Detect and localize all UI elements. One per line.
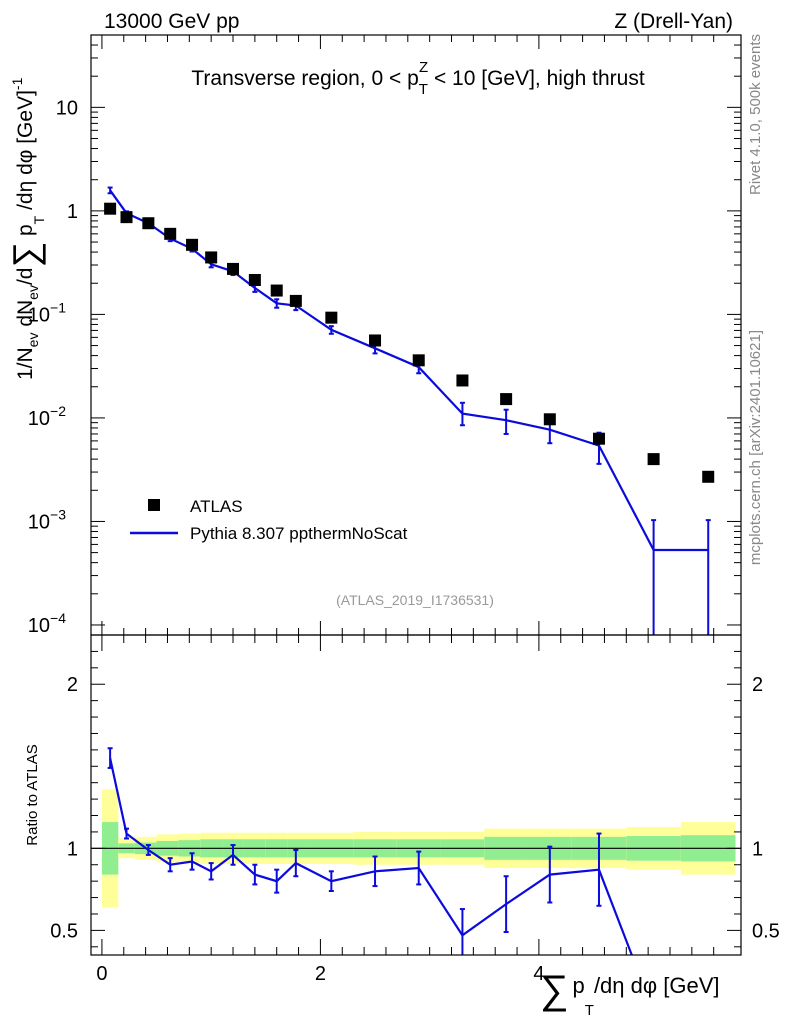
main-y-axis-label-text: 1/Nev dNev/d∑ pT /dη dφ [GeV]-1 bbox=[5, 77, 47, 380]
header-right: Z (Drell-Yan) bbox=[614, 10, 733, 33]
ratio-frame bbox=[90, 634, 742, 956]
x-axis-label-text: ∑ pT/dη dφ [GeV] bbox=[540, 968, 720, 1019]
atlas-data-point bbox=[164, 227, 177, 240]
main-title-suffix: < 10 [GeV], high thrust bbox=[428, 67, 645, 90]
main-y-tick-label: 1 bbox=[67, 201, 78, 223]
main-title-sub: T bbox=[419, 81, 428, 98]
legend-data-label: ATLAS bbox=[190, 497, 243, 516]
ratio-y-tick-label-right: 2 bbox=[752, 674, 763, 696]
header-left: 13000 GeV pp bbox=[104, 10, 239, 33]
ratio-line bbox=[109, 757, 633, 956]
main-y-tick-label: 10 bbox=[56, 97, 78, 119]
ratio-y-tick-label-right: 0.5 bbox=[752, 920, 780, 942]
ratio-panel: 0.5 0.5 1 1 2 2 0 2 4 Ratio to ATLAS ∑ pT/dη dφ [… bbox=[24, 634, 780, 1019]
ratio-y-tick-label-left: 1 bbox=[67, 838, 78, 860]
atlas-data-point bbox=[412, 354, 425, 367]
main-plot-area bbox=[104, 186, 715, 635]
ratio-x-tick-label: 0 bbox=[96, 963, 107, 985]
analysis-tag: (ATLAS_2019_I1736531) bbox=[336, 592, 494, 608]
atlas-data-point bbox=[227, 262, 240, 275]
atlas-data-point bbox=[456, 374, 469, 387]
ratio-x-tick-label: 2 bbox=[315, 963, 326, 985]
mcplots-source-label: mcplots.cern.ch [arXiv:2401.10621] bbox=[747, 330, 764, 565]
x-axis-label: ∑ pT/dη dφ [GeV] bbox=[540, 968, 720, 1019]
atlas-data-point bbox=[186, 238, 199, 251]
main-title: Transverse region, 0 < pTZ < 10 [GeV], h… bbox=[191, 59, 644, 98]
ratio-y-axis-label: Ratio to ATLAS bbox=[24, 744, 41, 845]
main-y-axis-label: 1/Nev dNev/d∑ pT /dη dφ [GeV]-1 bbox=[5, 77, 47, 380]
main-y-tick-label: 10−1 bbox=[28, 299, 66, 326]
main-title-sup: Z bbox=[419, 59, 428, 76]
atlas-data-point bbox=[543, 413, 556, 426]
atlas-data-point bbox=[270, 284, 283, 297]
atlas-data-point bbox=[702, 470, 715, 483]
main-panel: 10−4 10−3 10−2 10−1 1 10 Transverse region, 0… bbox=[5, 34, 742, 637]
atlas-data-point bbox=[325, 311, 338, 324]
atlas-data-point bbox=[369, 334, 382, 347]
atlas-data-point bbox=[104, 202, 117, 215]
atlas-data-point bbox=[248, 273, 261, 286]
atlas-data-point bbox=[142, 217, 155, 230]
legend: ATLAS Pythia 8.307 ppthermNoScat bbox=[130, 497, 408, 543]
legend-data-marker bbox=[148, 499, 160, 511]
legend-mc-label: Pythia 8.307 ppthermNoScat bbox=[190, 524, 408, 543]
ratio-y-tick-label-left: 0.5 bbox=[50, 920, 78, 942]
main-y-ticks: 10−4 10−3 10−2 10−1 1 10 bbox=[28, 34, 741, 637]
atlas-data-point bbox=[120, 211, 133, 224]
ratio-ticks: 0.5 0.5 1 1 2 2 0 2 4 bbox=[50, 635, 780, 985]
atlas-data-point bbox=[647, 453, 660, 466]
atlas-data-point bbox=[592, 432, 605, 445]
main-y-tick-label: 10−3 bbox=[28, 506, 66, 533]
main-title-prefix: Transverse region, 0 < p bbox=[191, 67, 418, 90]
main-y-tick-label: 10−4 bbox=[28, 610, 66, 637]
rivet-version-label: Rivet 4.1.0, 500k events bbox=[747, 34, 764, 195]
main-frame bbox=[90, 34, 742, 636]
ratio-x-tick-label: 4 bbox=[533, 963, 544, 985]
main-y-tick-label: 10−2 bbox=[28, 403, 66, 430]
ratio-y-tick-label-right: 1 bbox=[752, 838, 763, 860]
ratio-y-tick-label-left: 2 bbox=[67, 674, 78, 696]
atlas-data-point bbox=[500, 393, 513, 406]
ratio-plot-area bbox=[91, 747, 741, 956]
atlas-data-point bbox=[205, 251, 218, 264]
atlas-data-point bbox=[289, 294, 302, 307]
